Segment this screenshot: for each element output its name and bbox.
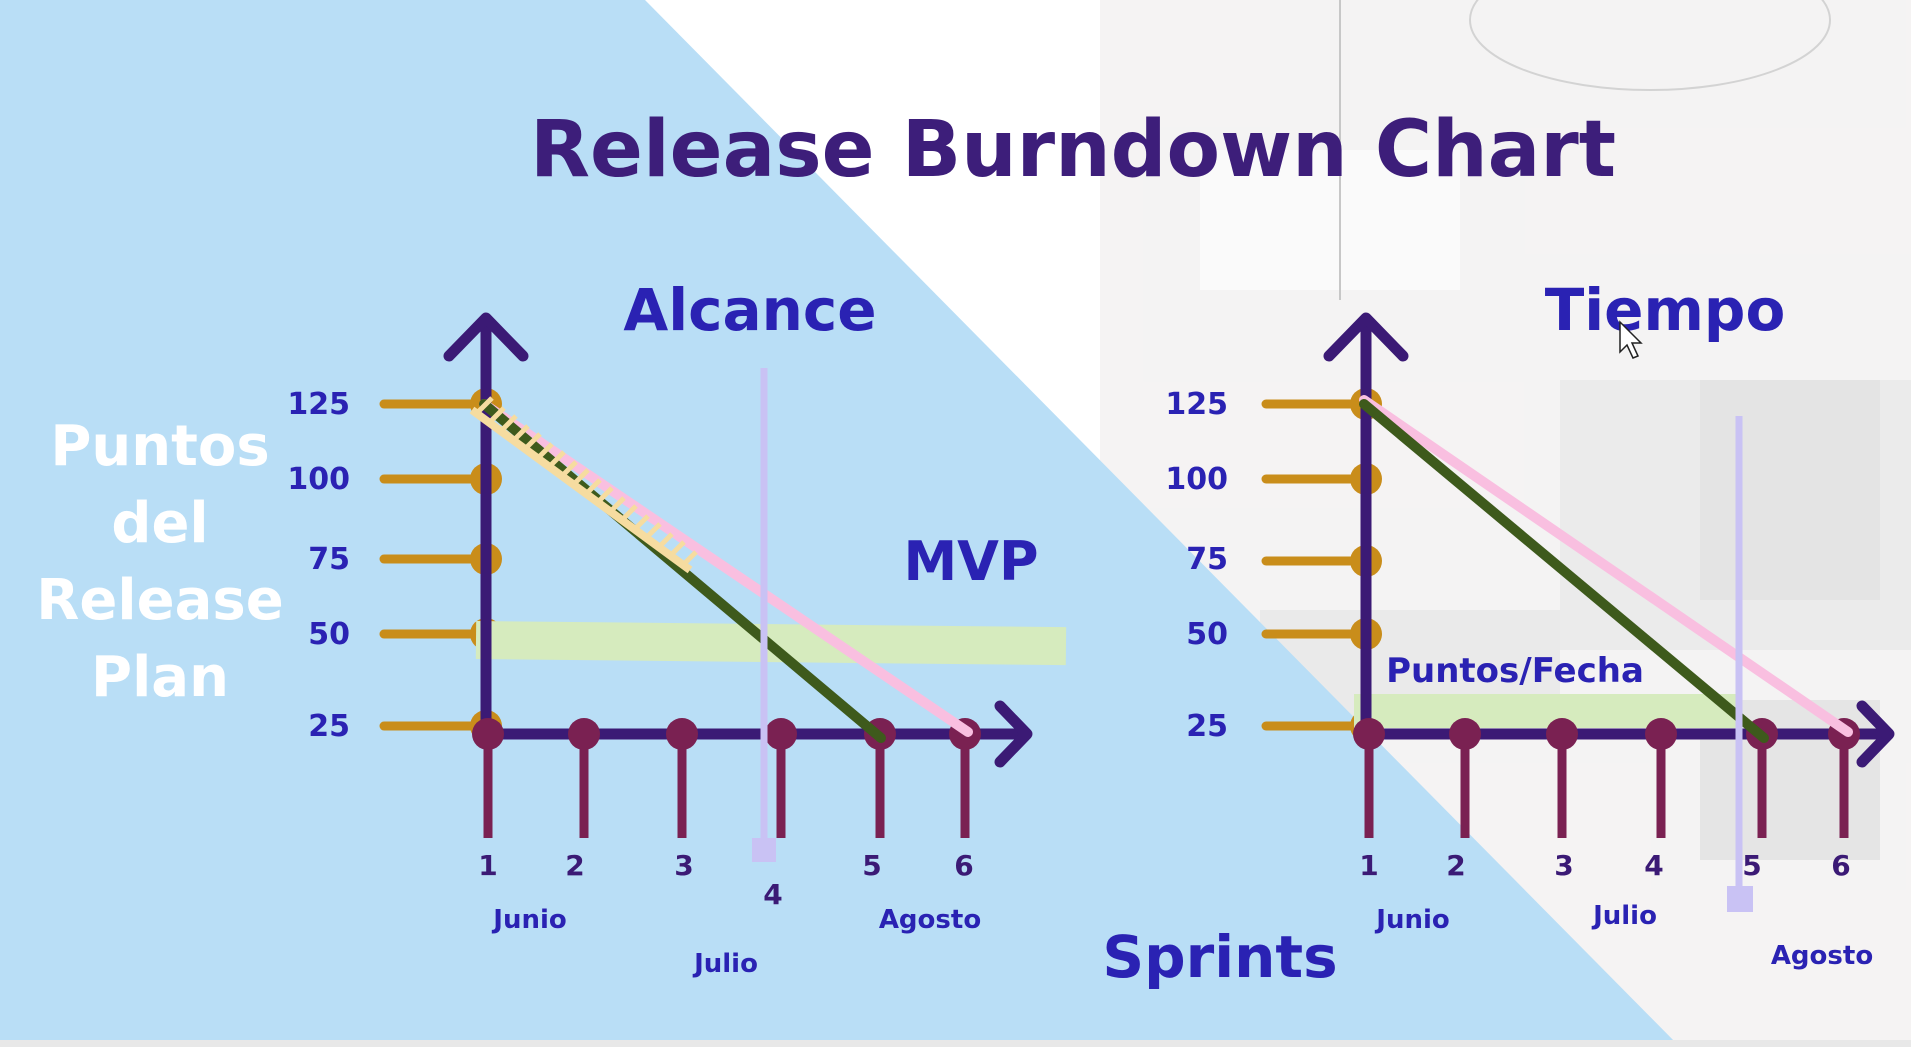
x-tick-label: 3	[1554, 849, 1573, 882]
month-label: Agosto	[1771, 941, 1873, 971]
x-tick-label: 1	[1359, 849, 1378, 882]
side-label-line: Puntos	[50, 414, 269, 479]
sprints-label: Sprints	[1102, 923, 1337, 991]
month-label: Julio	[692, 949, 758, 979]
side-label-line: Plan	[91, 645, 229, 710]
sprint-marker	[666, 718, 698, 750]
month-label: Junio	[491, 905, 566, 935]
points-date-band	[1354, 694, 1740, 728]
hatched-progress-mark	[469, 396, 698, 574]
y-tick-label: 50	[308, 617, 350, 652]
sprint-stems	[483, 734, 970, 838]
side-label-line: del	[111, 491, 208, 556]
x-tick-label: 4	[763, 878, 782, 911]
month-label: Julio	[1591, 901, 1657, 931]
y-tick-label: 50	[1186, 617, 1228, 652]
actual-burndown-line	[1359, 399, 1769, 743]
x-tick-label: 1	[478, 849, 497, 882]
deadline-marker	[752, 838, 776, 862]
x-tick-label: 2	[565, 849, 584, 882]
y-tick-label: 100	[287, 462, 350, 497]
blue-diagonal-panel	[0, 0, 1680, 1047]
y-ticks	[1261, 399, 1371, 731]
mouse-pointer-icon	[1619, 320, 1643, 359]
deadline-marker	[1727, 886, 1753, 912]
x-tick-label: 4	[1644, 849, 1663, 882]
y-tick-label: 75	[308, 542, 350, 577]
mvp-annotation: MVP	[903, 530, 1038, 593]
sprint-marker	[1645, 718, 1677, 750]
sprint-marker	[1449, 718, 1481, 750]
x-tick-label: 6	[954, 849, 973, 882]
x-tick-label: 2	[1446, 849, 1465, 882]
sprint-marker	[1546, 718, 1578, 750]
y-tick-label: 25	[1186, 709, 1228, 744]
puntos-fecha-annotation: Puntos/Fecha	[1386, 651, 1644, 691]
side-label-line: Release	[36, 568, 283, 633]
slide-title: Release Burndown Chart	[530, 105, 1616, 195]
x-tick-label: 3	[674, 849, 693, 882]
chart-right-title: Tiempo	[1545, 276, 1786, 344]
sprint-stems	[1364, 734, 1849, 838]
ideal-burndown-line	[479, 399, 973, 737]
sprint-marker	[765, 718, 797, 750]
x-tick-label: 6	[1831, 849, 1850, 882]
y-ticks	[379, 399, 491, 731]
sprint-marker	[1353, 718, 1385, 750]
x-tick-label: 5	[862, 849, 881, 882]
chart-left-title: Alcance	[623, 276, 876, 344]
chart-right: 125 100 75 50 25	[1165, 312, 1895, 971]
actual-burndown-line	[479, 399, 886, 743]
x-tick-label: 5	[1742, 849, 1761, 882]
month-label: Junio	[1374, 905, 1449, 935]
ideal-burndown-line	[1359, 395, 1853, 737]
y-tick-label: 125	[287, 387, 350, 422]
month-label: Agosto	[879, 905, 981, 935]
sprint-marker	[472, 718, 504, 750]
y-tick-label: 125	[1165, 387, 1228, 422]
side-label: Puntos del Release Plan	[36, 414, 283, 710]
y-tick-label: 75	[1186, 542, 1228, 577]
y-tick-label: 100	[1165, 462, 1228, 497]
chart-left: 125 100 75 50 25	[287, 312, 1067, 979]
y-tick-label: 25	[308, 709, 350, 744]
sprint-marker	[568, 718, 600, 750]
